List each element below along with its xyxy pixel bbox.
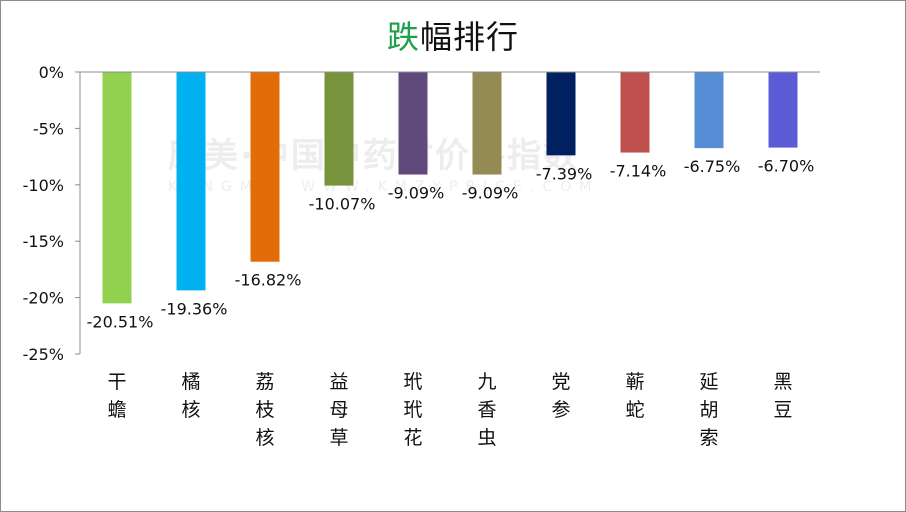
x-tick-label: 蕲蛇 (625, 371, 644, 421)
data-label: -19.36% (161, 299, 228, 318)
x-tick-label: 益母草 (329, 371, 348, 449)
bar (398, 72, 428, 175)
bar (472, 72, 502, 175)
bar (546, 72, 576, 156)
x-tick-label: 荔枝核 (255, 371, 274, 449)
data-label: -7.39% (536, 164, 593, 183)
data-label: -6.70% (758, 157, 815, 176)
data-label: -9.09% (462, 184, 519, 203)
data-label: -7.14% (610, 162, 667, 181)
data-label: -20.51% (87, 312, 154, 331)
data-label: -10.07% (309, 195, 376, 214)
x-tick-label: 延胡索 (699, 371, 718, 449)
watermark-line-1: 康美·中国中药材价格指数 (168, 136, 579, 176)
y-tick-label: 0% (39, 63, 64, 82)
y-tick-label: -25% (23, 345, 64, 364)
x-tick-label: 黑豆 (773, 371, 792, 421)
y-tick-label: -10% (23, 176, 64, 195)
y-tick-label: -5% (33, 119, 64, 138)
bar (768, 72, 798, 148)
chart-title-rest: 幅排行 (420, 18, 520, 56)
y-tick-label: -15% (23, 232, 64, 251)
x-tick-label: 九香虫 (477, 371, 496, 449)
chart-title-highlight: 跌 (386, 18, 420, 56)
data-label: -9.09% (388, 184, 445, 203)
bar (176, 72, 206, 291)
y-tick-label: -20% (23, 289, 64, 308)
bar (102, 72, 132, 304)
data-label: -16.82% (235, 271, 302, 290)
chart-title: 跌幅排行 (0, 12, 906, 58)
x-tick-label: 橘核 (181, 371, 200, 421)
x-tick-label: 玳玳花 (403, 371, 422, 449)
bar (620, 72, 650, 153)
bar (324, 72, 354, 186)
x-tick-label: 党参 (551, 371, 570, 421)
x-tick-label: 干蟾 (107, 371, 126, 421)
data-label: -6.75% (684, 157, 741, 176)
bar (250, 72, 280, 262)
bar (694, 72, 724, 149)
